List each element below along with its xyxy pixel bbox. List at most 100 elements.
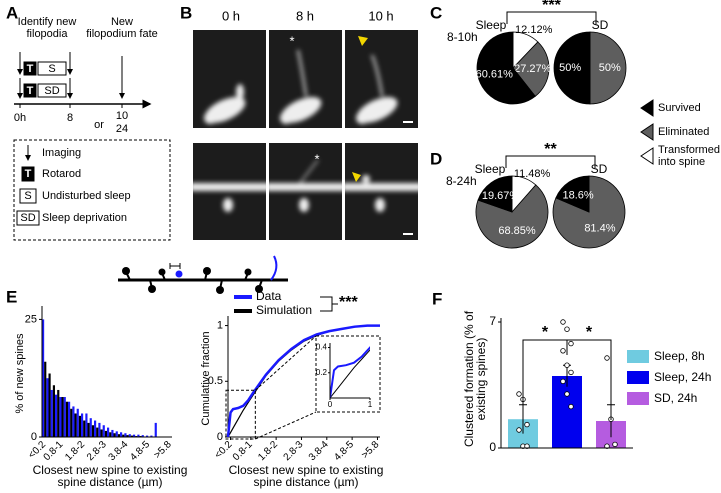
bar xyxy=(55,394,58,437)
data-point xyxy=(564,326,570,332)
value-label: 12.12% xyxy=(515,24,553,36)
y-axis-label: Cumulative fraction xyxy=(200,331,212,425)
panel-label: D xyxy=(430,149,442,168)
step-label: Identify new filopodia xyxy=(17,16,77,40)
bar xyxy=(42,319,45,437)
significance: * xyxy=(586,324,593,341)
legend-label: Sleep, 8h xyxy=(654,349,705,363)
value-label: 68.85% xyxy=(498,225,536,237)
bar xyxy=(48,373,51,437)
y-tick-label: 0 xyxy=(31,431,37,443)
x-tick-label: >5.8 xyxy=(360,439,382,461)
bar xyxy=(85,413,88,437)
bar xyxy=(68,401,71,437)
legend-symbol: T xyxy=(25,168,32,180)
significance: * xyxy=(542,324,549,341)
panel-label: E xyxy=(6,287,17,306)
bar xyxy=(63,397,66,437)
time-label: 10 xyxy=(116,110,128,122)
pie-slice xyxy=(512,41,550,97)
series-label: Sleep xyxy=(476,18,507,32)
zoom-region xyxy=(225,389,256,440)
marker: * xyxy=(314,151,319,166)
legend-swatch xyxy=(640,147,654,165)
value-label: 27.27% xyxy=(514,63,552,75)
legend-label: Survived xyxy=(658,102,701,114)
y-tick-label: 0 xyxy=(489,440,496,454)
bar xyxy=(52,385,55,437)
line xyxy=(330,346,370,399)
bar xyxy=(111,429,114,437)
x-axis-label: Closest new spine to existing spine dist… xyxy=(32,463,188,489)
bar xyxy=(115,431,118,437)
line xyxy=(330,349,370,399)
bar xyxy=(122,434,125,437)
bar xyxy=(87,422,90,437)
value-label: 18.6% xyxy=(562,189,593,201)
y-tick-label: 0 xyxy=(217,431,223,443)
bar xyxy=(133,434,136,437)
time-label: 24 xyxy=(116,123,128,135)
sleep-symbol: S xyxy=(48,63,55,75)
legend-label: Rotarod xyxy=(42,168,81,180)
bar xyxy=(70,408,73,437)
y-tick-label: 7 xyxy=(489,314,496,328)
bar xyxy=(128,434,131,437)
pie-slice xyxy=(476,31,536,105)
micrographs xyxy=(193,30,418,240)
bar xyxy=(76,408,79,437)
significance: *** xyxy=(542,0,561,14)
x-tick-label: 0 xyxy=(328,400,333,409)
or-label: or xyxy=(94,119,104,131)
significance: ** xyxy=(544,141,557,158)
x-tick-label: 0.8-1 xyxy=(42,439,66,463)
bar xyxy=(104,430,107,437)
x-tick-label: >5.8 xyxy=(152,439,174,461)
pie-slice xyxy=(477,175,513,213)
bar xyxy=(137,434,140,437)
data-point xyxy=(564,391,570,397)
legend-label: Data xyxy=(256,289,282,303)
chart-title: 8-24h xyxy=(446,174,477,188)
bar xyxy=(91,425,94,437)
bar xyxy=(150,435,153,437)
sd-symbol: SD xyxy=(44,85,59,97)
panel-label: C xyxy=(430,3,442,22)
y-tick-label: 0.5 xyxy=(208,375,223,387)
bar xyxy=(94,420,97,437)
legend-swatch xyxy=(627,392,649,405)
pie-slice xyxy=(553,31,591,105)
legend-label: Undisturbed sleep xyxy=(42,190,131,202)
bar xyxy=(50,389,53,437)
y-tick-label: 1 xyxy=(217,319,223,331)
connector xyxy=(255,335,317,391)
bar xyxy=(120,432,123,437)
legend-swatch xyxy=(627,350,649,363)
legend-swatch xyxy=(640,99,654,117)
significance-bracket xyxy=(320,296,338,312)
line xyxy=(226,324,380,438)
bar xyxy=(154,422,157,437)
time-label: 0h xyxy=(14,112,26,124)
bar xyxy=(57,389,60,437)
bar xyxy=(96,427,99,437)
x-tick-label: 1 xyxy=(368,400,373,409)
legend-label: Transformed into spine xyxy=(658,144,720,168)
data-point xyxy=(568,403,574,410)
bar xyxy=(65,401,68,437)
significance-bracket xyxy=(506,11,597,24)
data-point xyxy=(524,443,530,449)
x-tick-label: 4.8-5 xyxy=(332,439,356,463)
data-point xyxy=(560,378,566,385)
data-point xyxy=(612,441,618,448)
legend-label: Simulation xyxy=(256,303,312,317)
data-point xyxy=(560,348,566,354)
x-tick-label: 0.8-1 xyxy=(231,439,255,463)
bar xyxy=(113,433,116,437)
legend-label: Imaging xyxy=(42,147,81,159)
data-point xyxy=(604,443,610,449)
inset-lines xyxy=(330,346,370,399)
value-label: 81.4% xyxy=(584,222,615,234)
bar xyxy=(72,406,75,437)
